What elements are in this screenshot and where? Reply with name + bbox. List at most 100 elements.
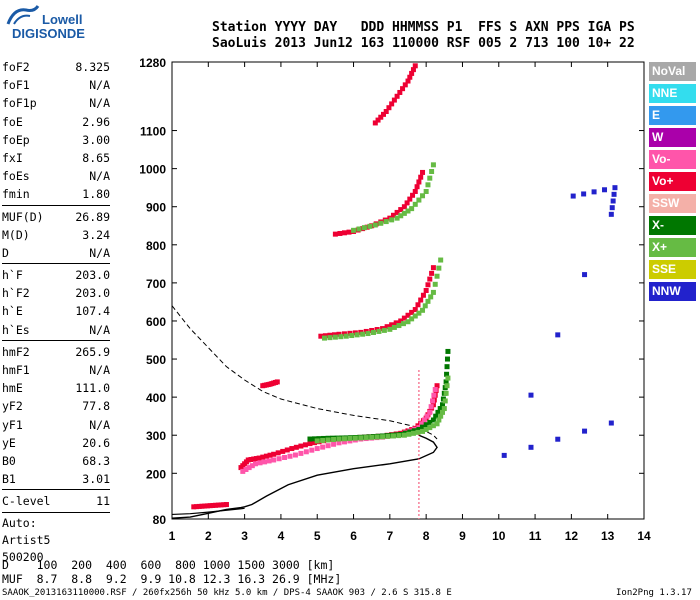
echo-point (351, 227, 357, 233)
logo-emblem-icon (6, 5, 40, 25)
echo-point (582, 428, 588, 434)
param-name: yF2 (2, 399, 23, 414)
echo-point (420, 169, 426, 175)
param-value: 203.0 (75, 268, 110, 283)
echo-point (429, 270, 435, 276)
echo-point (501, 452, 507, 458)
param-value: 68.3 (82, 453, 110, 468)
echo-point (312, 440, 318, 446)
param-value: 3.01 (82, 472, 110, 487)
echo-point (423, 188, 429, 194)
echo-point (383, 219, 389, 225)
y-tick-label: 1280 (139, 56, 166, 70)
echo-point (430, 289, 436, 295)
echo-point (398, 318, 404, 324)
echo-point (401, 315, 407, 321)
param-row: M(D) 3.24 (2, 226, 110, 244)
echo-point (320, 437, 326, 443)
echo-point (271, 451, 277, 457)
echo-point (363, 435, 369, 441)
echo-point (361, 225, 367, 231)
param-value: N/A (89, 169, 110, 184)
echo-point (257, 460, 263, 466)
param-row: B1 3.01 (2, 470, 110, 488)
echo-point (407, 74, 413, 80)
param-name: h`F2 (2, 286, 30, 301)
echo-point (412, 201, 418, 207)
echo-point (427, 409, 433, 415)
param-separator (2, 204, 110, 206)
version-info: Ion2Png 1.3.17 (616, 588, 692, 598)
echo-point (416, 197, 422, 203)
legend-item-vo: Vo+ (649, 172, 696, 191)
file-info: SAAOK_2013163110000.RSF / 260fx256h 50 k… (2, 588, 452, 598)
param-row: MUF(D) 26.89 (2, 208, 110, 226)
legend-item-x: X+ (649, 238, 696, 257)
param-name: foF2 (2, 60, 30, 74)
echo-point (293, 444, 299, 450)
param-value: 2.96 (82, 114, 110, 129)
echo-point (609, 205, 615, 211)
echo-point (376, 328, 382, 334)
echo-point (610, 198, 616, 204)
echo-point (411, 428, 417, 434)
echo-point (364, 224, 370, 230)
echo-point (425, 282, 431, 288)
echo-point (433, 413, 439, 419)
echo-point (421, 417, 427, 423)
echo-point (410, 430, 416, 436)
param-value: 3.00 (82, 132, 110, 147)
param-name: h`E (2, 304, 23, 319)
param-row: h`Es N/A (2, 321, 110, 339)
echo-point (424, 413, 430, 419)
x-tick-label: 1 (169, 529, 176, 543)
echo-point (436, 417, 442, 423)
echo-point (248, 456, 254, 462)
param-row: foEs N/A (2, 167, 110, 185)
echo-point (390, 433, 396, 439)
echo-point (412, 188, 418, 194)
echo-point (405, 78, 411, 84)
echo-point (409, 206, 415, 212)
param-name: foF1p (2, 96, 37, 111)
echo-point (430, 265, 436, 271)
echo-point (347, 435, 353, 441)
legend-item-w: W (649, 128, 696, 147)
echo-point (409, 316, 415, 322)
echo-point (253, 461, 259, 467)
echo-point (423, 422, 429, 428)
echo-point (420, 292, 426, 298)
echo-point (420, 193, 426, 199)
muf-distance-table: D 100 200 400 600 800 1000 1500 3000 [km… (2, 558, 341, 586)
echo-point (369, 434, 375, 440)
x-tick-label: 9 (459, 529, 466, 543)
echo-point (336, 436, 342, 442)
echo-point (391, 324, 397, 330)
echo-point (398, 207, 404, 213)
echo-point (221, 502, 227, 508)
echo-point (425, 182, 431, 188)
echo-point (381, 327, 387, 333)
param-row: yF2 77.8 (2, 397, 110, 415)
x-tick-label: 8 (423, 529, 430, 543)
echo-point (400, 321, 406, 327)
legend-item-nne: NNE (649, 84, 696, 103)
echo-point (402, 82, 408, 88)
param-value: N/A (89, 245, 110, 260)
echo-point (341, 436, 347, 442)
echo-point (314, 446, 320, 452)
echo-point (218, 502, 224, 508)
param-value: 8.65 (82, 150, 110, 165)
echo-point (427, 175, 433, 181)
echo-point (555, 436, 561, 442)
echo-point (318, 333, 324, 339)
param-note: 500200 (2, 549, 44, 564)
echo-point (401, 432, 407, 438)
echo-point (249, 463, 255, 469)
echo-point (312, 436, 318, 442)
echo-point (608, 420, 614, 426)
x-tick-label: 14 (637, 529, 651, 543)
echo-point (407, 196, 413, 202)
param-value: 203.0 (75, 286, 110, 301)
param-row: B0 68.3 (2, 452, 110, 470)
